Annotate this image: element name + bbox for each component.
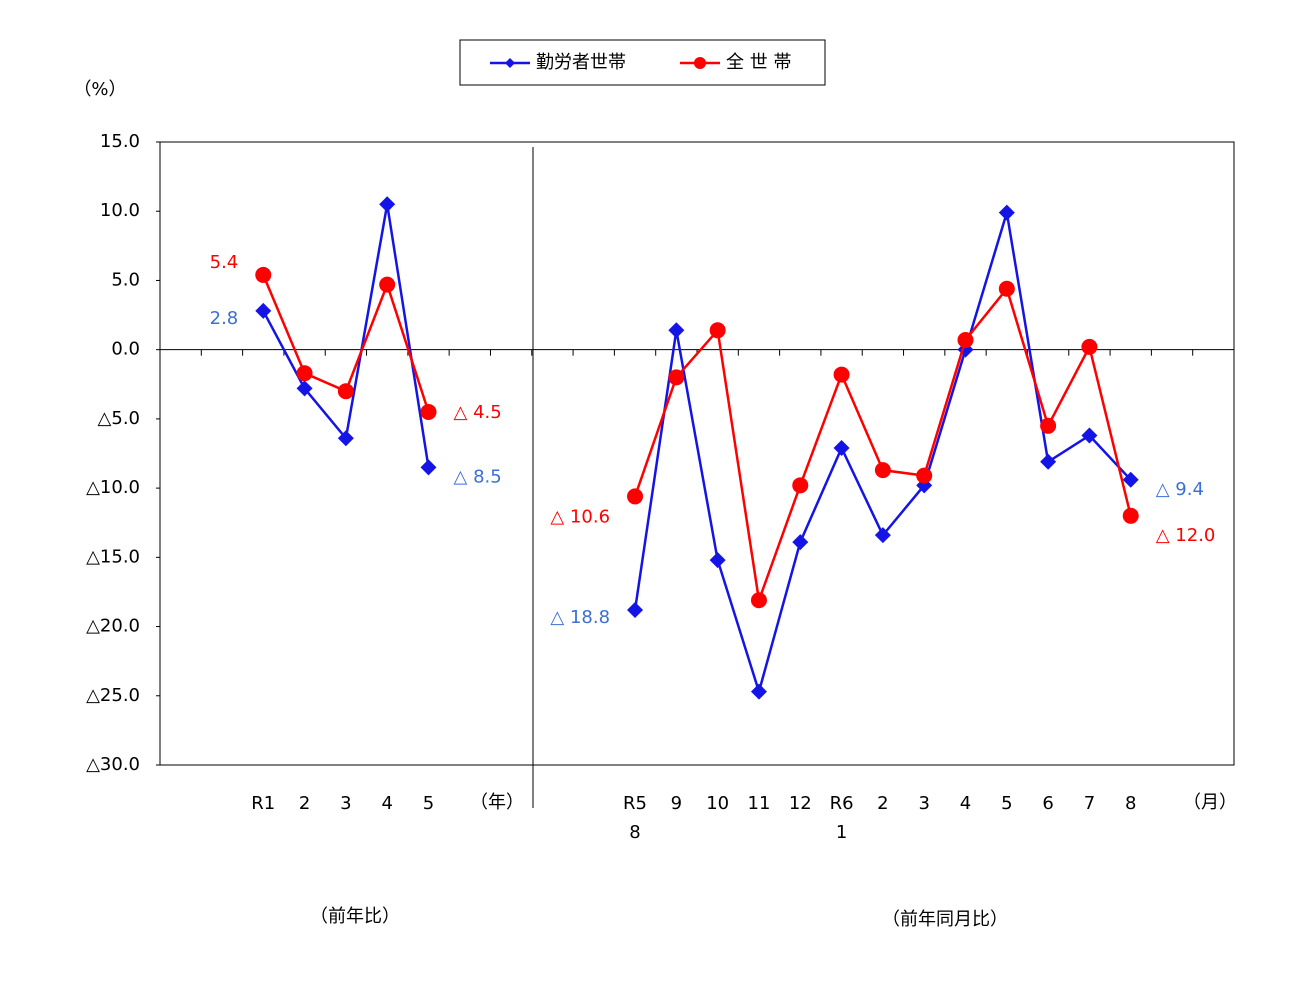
- data-point: [420, 459, 437, 476]
- data-point: [379, 276, 396, 293]
- data-point: [627, 601, 644, 618]
- x-tick-label: R5 8: [623, 793, 648, 843]
- x-tick-label: 5: [422, 793, 435, 814]
- data-point: [668, 322, 685, 339]
- data-point: [792, 477, 809, 494]
- data-point: [1081, 427, 1098, 444]
- y-tick-label: △30.0: [86, 754, 140, 775]
- data-point: [957, 331, 974, 348]
- x-tick-label: 7: [1083, 793, 1096, 814]
- data-point: [255, 266, 272, 283]
- legend-label: 勤労者世帯: [536, 52, 626, 73]
- data-point: [792, 534, 809, 551]
- x-tick-label: R6 1: [829, 793, 854, 843]
- section-label: （前年同月比）: [882, 909, 1008, 930]
- data-point: [709, 322, 726, 339]
- data-point: [833, 366, 850, 383]
- value-label: 5.4: [210, 252, 239, 273]
- x-tick-label: 5: [1001, 793, 1013, 814]
- data-point: [1081, 338, 1098, 355]
- x-tick-label: R1: [251, 793, 276, 814]
- data-point: [750, 592, 767, 609]
- y-tick-label: △15.0: [86, 546, 140, 567]
- value-label: △ 10.6: [550, 506, 610, 527]
- y-tick-label: 5.0: [111, 269, 140, 290]
- data-point: [998, 204, 1015, 221]
- y-axis-label: （%）: [73, 79, 126, 100]
- y-tick-label: 15.0: [100, 131, 140, 152]
- data-point: [255, 302, 272, 319]
- data-point: [668, 369, 685, 386]
- y-tick-label: △5.0: [98, 408, 140, 429]
- data-point: [874, 462, 891, 479]
- x-unit-label: （年）: [470, 792, 524, 813]
- y-tick-label: 10.0: [100, 200, 140, 221]
- value-label: △ 18.8: [550, 607, 610, 628]
- data-point: [916, 467, 933, 484]
- data-point: [296, 365, 313, 382]
- series-line: [262, 204, 1132, 697]
- legend-marker: [505, 58, 515, 68]
- x-tick-label: 4: [381, 793, 393, 814]
- value-label: △ 4.5: [454, 402, 502, 423]
- data-point: [833, 439, 850, 456]
- series-line: [262, 274, 1132, 601]
- data-point: [709, 552, 726, 569]
- data-point: [337, 383, 354, 400]
- data-point: [627, 488, 644, 505]
- x-tick-label: 11: [747, 793, 771, 814]
- data-point: [337, 430, 354, 447]
- y-tick-label: △10.0: [86, 477, 140, 498]
- data-point: [998, 280, 1015, 297]
- x-tick-label: 12: [788, 793, 812, 814]
- x-tick-label: 2: [877, 793, 889, 814]
- data-point: [874, 527, 891, 544]
- x-tick-label: 9: [670, 793, 683, 814]
- data-point: [420, 403, 437, 420]
- x-tick-label: 4: [959, 793, 972, 814]
- legend-marker: [694, 57, 706, 69]
- data-point: [296, 380, 313, 397]
- data-point: [1040, 417, 1057, 434]
- x-tick-label: 3: [340, 793, 352, 814]
- value-label: 2.8: [210, 308, 239, 329]
- data-point: [750, 683, 767, 700]
- data-point: [1040, 453, 1057, 470]
- data-point: [1122, 507, 1139, 524]
- y-tick-label: △20.0: [86, 616, 140, 637]
- value-label: △ 8.5: [454, 466, 502, 487]
- section-label: （前年比）: [310, 906, 400, 927]
- x-tick-label: 6: [1042, 793, 1054, 814]
- y-tick-label: △25.0: [86, 685, 140, 706]
- x-tick-label: 8: [1124, 793, 1137, 814]
- value-label: △ 12.0: [1156, 525, 1216, 546]
- data-point: [1122, 471, 1139, 488]
- x-tick-label: 2: [298, 793, 311, 814]
- x-unit-label: （月）: [1183, 792, 1237, 813]
- x-tick-label: 10: [706, 793, 730, 814]
- value-label: △ 9.4: [1156, 479, 1204, 500]
- y-tick-label: 0.0: [111, 339, 140, 360]
- data-point: [379, 196, 396, 213]
- x-tick-label: 3: [918, 793, 930, 814]
- legend-label: 全 世 帯: [726, 52, 791, 73]
- plot-frame: [159, 141, 1235, 766]
